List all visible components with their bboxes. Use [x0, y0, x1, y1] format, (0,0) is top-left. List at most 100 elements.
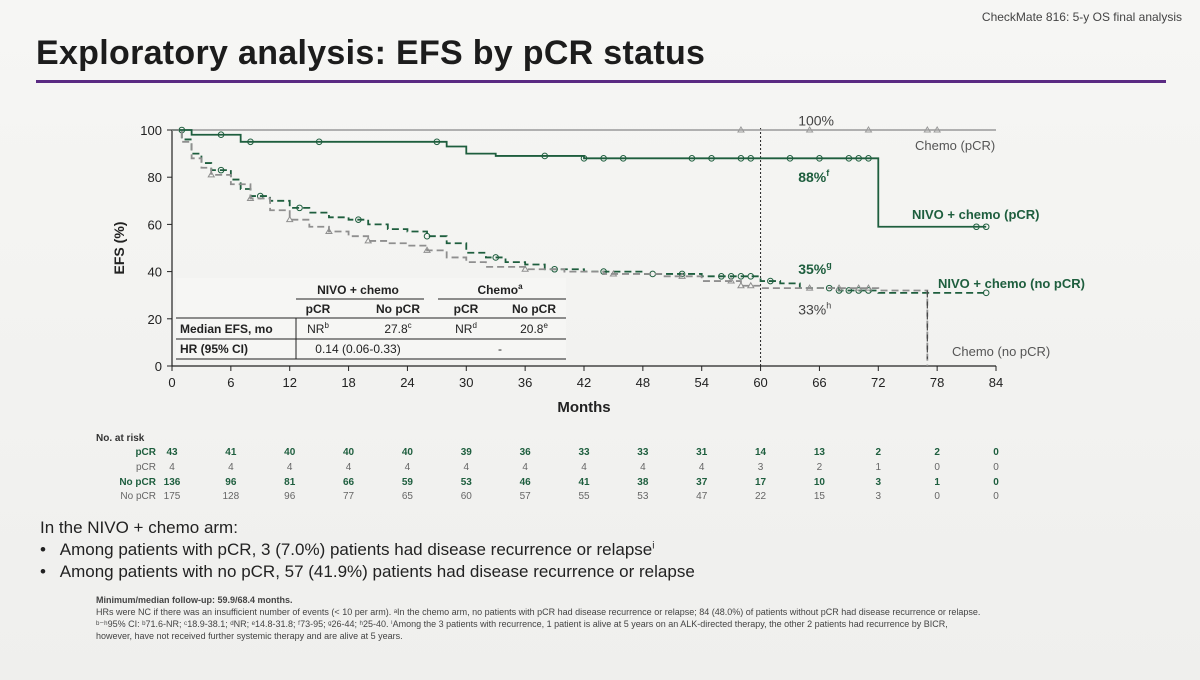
risk-cell: 0 — [993, 447, 999, 458]
censor-mark-nivo-chemo-pcr — [708, 155, 715, 162]
risk-cell: 1 — [934, 477, 940, 488]
x-tick-label: 24 — [400, 375, 414, 390]
censor-mark-nivo-chemo-no-pcr — [355, 216, 362, 223]
x-tick-label: 54 — [694, 375, 708, 390]
censor-mark-nivo-chemo-pcr — [315, 138, 323, 146]
risk-cell: 4 — [169, 462, 175, 473]
risk-row-label: pCR — [135, 462, 156, 473]
annotation-33pct: 33%h — [798, 300, 831, 317]
censor-mark-chemo-no-pcr — [207, 170, 216, 178]
curve-label-nivo-chemo-pcr: NIVO + chemo (pCR) — [912, 207, 1040, 222]
x-tick-label: 36 — [518, 375, 532, 390]
risk-row-label: No pCR — [120, 491, 156, 502]
risk-cell: 13 — [813, 447, 825, 458]
footnote-ci-cont: however, have not received further syste… — [96, 631, 403, 641]
inset-cell-value: NR — [307, 322, 325, 336]
y-tick-label: 20 — [148, 312, 162, 327]
risk-cell: 33 — [578, 447, 590, 458]
x-tick-label: 30 — [459, 375, 473, 390]
annotation-footnote-mark: g — [826, 260, 832, 270]
censor-mark-nivo-chemo-pcr — [855, 155, 862, 162]
risk-cell: 53 — [637, 491, 649, 502]
censor-mark-chemo-no-pcr — [835, 284, 843, 291]
inset-hr-value: 0.14 (0.06-0.33) — [315, 342, 400, 356]
y-tick-label: 60 — [148, 217, 162, 232]
censor-mark-chemo-pcr — [933, 126, 942, 133]
risk-cell: 40 — [343, 447, 355, 458]
risk-cell: 4 — [228, 462, 234, 473]
x-tick-label: 72 — [871, 375, 885, 390]
risk-cell: 15 — [813, 491, 825, 502]
inset-cell: 20.8e — [520, 321, 548, 336]
risk-cell: 38 — [637, 477, 649, 488]
inset-group-chemo: Chemoa — [477, 282, 523, 297]
censor-mark-nivo-chemo-pcr — [247, 138, 254, 146]
risk-cell: 60 — [460, 491, 472, 502]
risk-cell: 0 — [934, 491, 940, 502]
inset-cell-mark: d — [472, 321, 476, 330]
risk-cell: 0 — [993, 462, 999, 473]
inset-col-header: No pCR — [512, 302, 556, 316]
risk-cell: 31 — [696, 447, 708, 458]
risk-cell: 55 — [578, 491, 590, 502]
annotation-footnote-mark: f — [826, 168, 830, 178]
risk-cell: 96 — [225, 477, 237, 488]
risk-cell: 3 — [875, 477, 882, 488]
censor-mark-chemo-no-pcr — [423, 246, 431, 253]
curve-label-chemo-pcr: Chemo (pCR) — [915, 138, 995, 153]
censor-mark-nivo-chemo-no-pcr — [845, 287, 853, 294]
efs-chart: 0 20 40 60 80 100 0 6 12 18 24 30 36 42 48 54 60 66 72 78 84… — [111, 113, 1085, 416]
x-tick-label: 18 — [341, 375, 355, 390]
inset-cell-mark: c — [408, 321, 412, 330]
annotation-35pct: 35%g — [798, 260, 832, 277]
x-tick-label: 78 — [930, 375, 944, 390]
curve-nivo-chemo-pcr — [172, 129, 987, 228]
risk-cell: 39 — [460, 447, 472, 458]
curve-chemo-no-pcr — [172, 129, 929, 366]
risk-table-title: No. at risk — [96, 433, 145, 444]
x-axis-label: Months — [557, 399, 610, 416]
risk-cell: 2 — [875, 447, 882, 458]
risk-cell: 2 — [934, 447, 940, 458]
risk-cell: 136 — [163, 477, 181, 488]
censor-mark-chemo-no-pcr — [727, 277, 736, 284]
footnote-ci: ᵇ⁻ʰ95% CI: ᵇ71.6-NR; ᶜ18.9-38.1; ᵈNR; ᵉ1… — [96, 619, 948, 629]
censor-mark-nivo-chemo-pcr — [737, 155, 745, 162]
risk-cell: 17 — [755, 477, 767, 488]
risk-cell: 4 — [404, 462, 411, 473]
risk-cell: 0 — [993, 477, 999, 488]
censor-mark-nivo-chemo-no-pcr — [727, 273, 735, 280]
slide-title: Exploratory analysis: EFS by pCR status — [36, 34, 706, 72]
censor-mark-nivo-chemo-pcr — [619, 155, 627, 162]
censor-mark-chemo-pcr — [805, 126, 814, 133]
risk-cell: 3 — [875, 491, 882, 502]
risk-cell: 0 — [993, 491, 999, 502]
inset-cell: NRd — [455, 321, 477, 336]
footnotes: Minimum/median follow-up: 59.9/68.4 mont… — [96, 594, 1176, 642]
risk-cell: 14 — [755, 447, 767, 458]
risk-cell: 37 — [696, 477, 708, 488]
x-tick-label: 48 — [636, 375, 650, 390]
censor-mark-chemo-pcr — [864, 126, 873, 133]
censor-mark-nivo-chemo-pcr — [580, 155, 588, 162]
risk-cell: 96 — [284, 491, 296, 502]
risk-cell: 4 — [463, 462, 470, 473]
risk-cell: 4 — [345, 462, 352, 473]
risk-cell: 4 — [640, 462, 646, 473]
censor-mark-chemo-no-pcr — [609, 269, 618, 277]
risk-cell: 4 — [522, 462, 528, 473]
bullet-footnote-mark: i — [652, 540, 655, 552]
inset-hr-chemo: - — [498, 342, 502, 356]
censor-mark-nivo-chemo-no-pcr — [492, 254, 500, 261]
x-tick-label: 0 — [168, 375, 175, 390]
censor-mark-nivo-chemo-pcr — [816, 155, 823, 162]
risk-cell: 128 — [222, 491, 240, 502]
bullet-text: Among patients with no pCR, 57 (41.9%) p… — [59, 562, 695, 581]
censor-mark-nivo-chemo-no-pcr — [423, 232, 431, 240]
risk-cell: 53 — [460, 477, 472, 488]
censor-mark-chemo-no-pcr — [864, 284, 873, 291]
censor-mark-chemo-no-pcr — [364, 236, 373, 244]
censor-mark-nivo-chemo-pcr — [845, 155, 853, 162]
censor-mark-nivo-chemo-pcr — [433, 138, 441, 146]
